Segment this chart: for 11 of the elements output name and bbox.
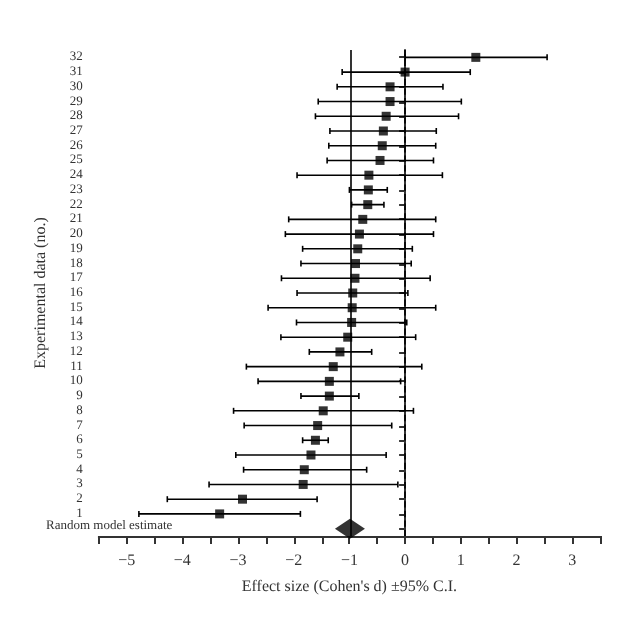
x-tick-label: −3: [229, 551, 247, 569]
x-tick-label: 3: [568, 551, 577, 569]
x-tick-label: 0: [401, 551, 410, 569]
x-tick-label: 2: [512, 551, 521, 569]
y-axis-title: Experimental data (no.): [31, 216, 49, 369]
x-tick-label: −2: [285, 551, 303, 569]
x-tick-label: −1: [340, 551, 358, 569]
x-tick-label: 1: [456, 551, 465, 569]
x-axis-title: Effect size (Cohen's d) ±95% C.I.: [241, 576, 458, 595]
x-tick-label: −4: [173, 551, 191, 569]
x-tick-label: −5: [118, 551, 136, 569]
